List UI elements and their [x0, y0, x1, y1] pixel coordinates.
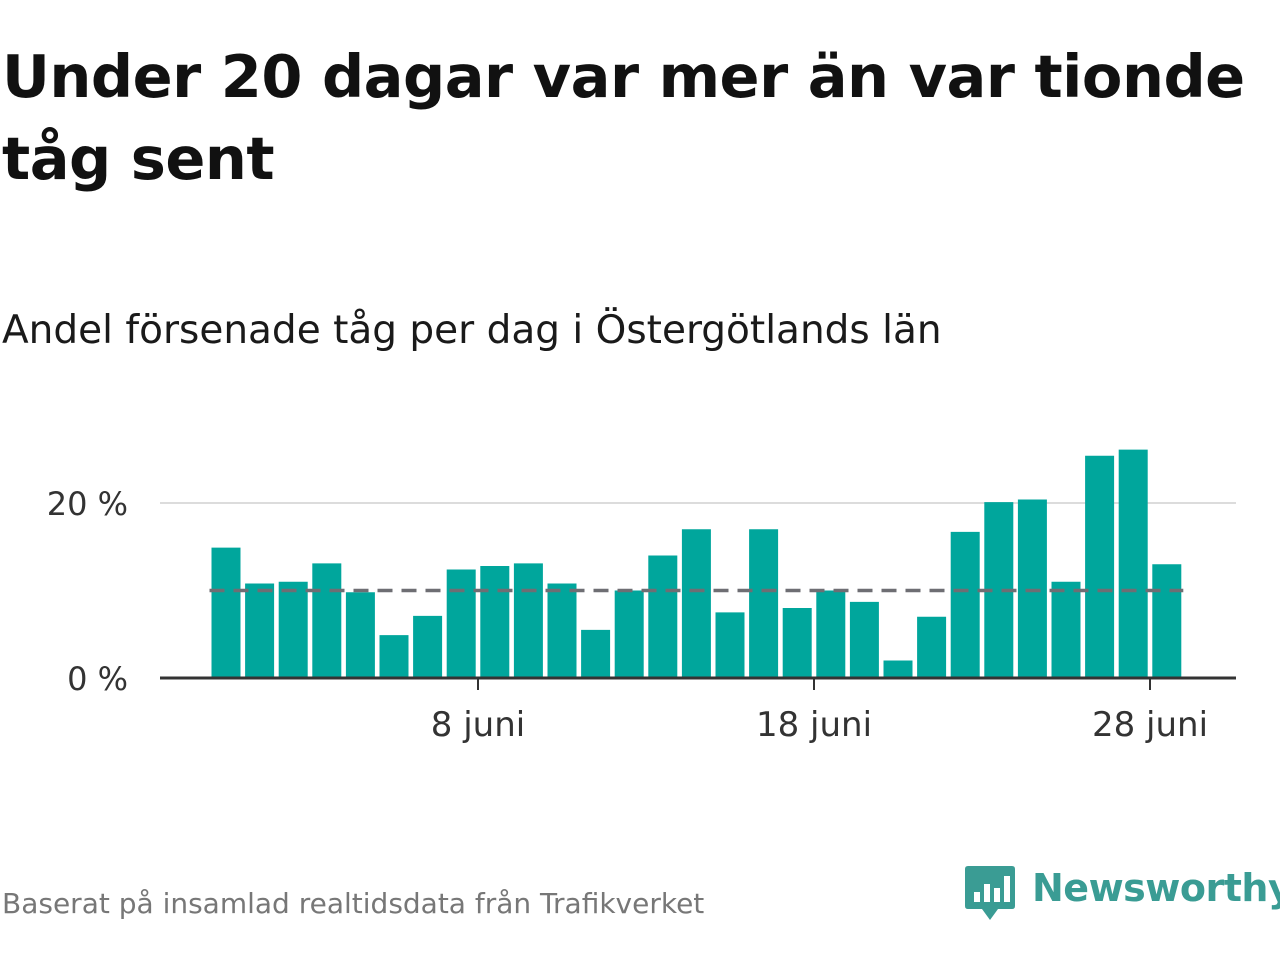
x-tick-label: 8 juni [431, 705, 525, 745]
bar-chart: 0 % 20 % 8 juni 18 juni 28 juni [47, 449, 1236, 745]
brand-name: Newsworthy [1032, 866, 1280, 910]
bar [749, 529, 779, 678]
bar [446, 569, 476, 678]
bar [513, 563, 543, 678]
bar [211, 547, 241, 678]
bar [312, 563, 342, 678]
bar [681, 529, 711, 678]
bar [547, 583, 577, 678]
chart-title: Under 20 dagar var mer än var tionde tåg… [2, 42, 1245, 193]
bar [883, 660, 913, 678]
newsworthy-brand: Newsworthy [964, 864, 1280, 928]
newsworthy-logo-icon [965, 866, 1015, 920]
bar-series [211, 449, 1182, 678]
bar [614, 590, 644, 678]
y-tick-label: 20 % [47, 485, 128, 523]
bar [345, 592, 375, 678]
chart-subtitle: Andel försenade tåg per dag i Östergötla… [2, 308, 942, 353]
bar [715, 612, 745, 678]
bar [816, 590, 846, 678]
bar [1085, 455, 1115, 678]
bar [917, 616, 947, 678]
bar [1152, 564, 1182, 678]
bar [278, 581, 308, 678]
bar [648, 555, 678, 678]
bar [782, 608, 812, 678]
y-axis-labels: 0 % 20 % [47, 485, 128, 698]
bar [480, 566, 510, 678]
bar [245, 583, 275, 678]
bar [379, 635, 409, 678]
bar [581, 629, 611, 678]
bar [1118, 449, 1148, 678]
x-tick-label: 28 juni [1092, 705, 1208, 745]
bar [950, 531, 980, 678]
x-axis [160, 676, 1236, 690]
y-tick-label: 0 % [67, 660, 128, 698]
source-note: Baserat på insamlad realtidsdata från Tr… [2, 887, 705, 920]
x-axis-labels: 8 juni 18 juni 28 juni [431, 705, 1208, 745]
bar [413, 615, 443, 678]
x-tick-label: 18 juni [756, 705, 872, 745]
bar [1051, 581, 1081, 678]
bar [849, 601, 879, 678]
